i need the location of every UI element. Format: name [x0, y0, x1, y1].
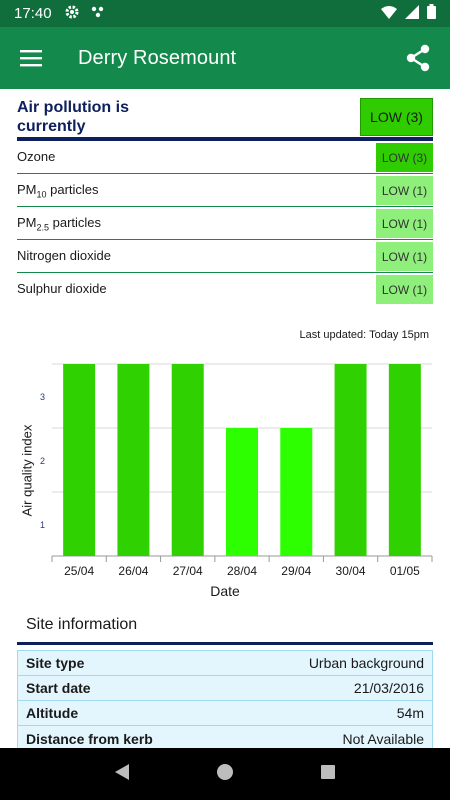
aqi-history-chart: 1 2 3 25/04 26/04 27/04 28/04 29/04 30/04 01/05 A…: [0, 349, 450, 609]
chart-x-tick-label: 29/04: [281, 564, 311, 578]
site-info-key: Start date: [26, 680, 91, 696]
pollutant-row[interactable]: Sulphur dioxide LOW (1): [17, 273, 433, 306]
site-info-value: Not Available: [342, 730, 424, 747]
site-info-key: Altitude: [26, 705, 79, 721]
pollution-headline: Air pollution is currently: [17, 99, 129, 135]
pollutant-row[interactable]: Ozone LOW (3): [17, 141, 433, 174]
hamburger-menu-icon[interactable]: [0, 27, 62, 89]
site-info-row: Altitude 54m: [18, 701, 432, 726]
site-info-value: 54m: [396, 705, 424, 721]
site-info-value: 21/03/2016: [353, 680, 424, 696]
chart-x-tick-label: 28/04: [227, 564, 257, 578]
pollutant-band-badge: LOW (1): [376, 275, 433, 304]
gear-icon: [64, 4, 80, 24]
pollutant-band-badge: LOW (1): [376, 209, 433, 238]
chart-bar: [226, 428, 258, 556]
recents-square-icon[interactable]: [319, 763, 337, 786]
app-bar: Derry Rosemount: [0, 27, 450, 89]
status-bar: 17:40: [0, 0, 450, 27]
status-time: 17:40: [14, 5, 52, 22]
site-info-row: Start date 21/03/2016: [18, 676, 432, 701]
pollutant-list: Ozone LOW (3) PM10 particles LOW (1) PM2.5 p…: [17, 141, 433, 306]
site-information-table: Site type Urban background Start date 21/03…: [17, 650, 433, 748]
pollutant-row[interactable]: PM2.5 particles LOW (1): [17, 207, 433, 240]
chart-bar: [388, 364, 421, 556]
chart-x-tick-label: 27/04: [173, 564, 203, 578]
share-icon[interactable]: [390, 27, 446, 89]
signal-icon: [405, 4, 419, 23]
site-information-divider: [17, 642, 433, 645]
back-triangle-icon[interactable]: [113, 763, 131, 786]
site-info-value: Urban background: [308, 655, 424, 671]
content-scroll[interactable]: Air pollution is currently LOW (3) Ozone…: [0, 89, 450, 748]
battery-icon: [427, 4, 436, 23]
pollutant-band-badge: LOW (3): [376, 143, 433, 172]
last-updated: Last updated: Today 15pm: [299, 329, 429, 341]
chart-bar: [334, 364, 367, 556]
chart-plot: 1 2 3 25/04 26/04 27/04 28/04 29/04 30/04 01/05: [40, 363, 433, 578]
pollution-summary: Air pollution is currently LOW (3): [17, 98, 433, 140]
chart-x-tick-label: 25/04: [64, 564, 94, 578]
chart-bar: [280, 428, 313, 556]
wifi-icon: [381, 5, 397, 23]
site-info-row: Site type Urban background: [18, 651, 432, 676]
summary-divider: [17, 137, 433, 141]
chart-x-tick-label: 30/04: [336, 564, 366, 578]
site-info-row: Distance from kerb Not Available: [18, 726, 432, 748]
pollutant-name: PM10 particles: [17, 182, 99, 200]
chart-x-tick-label: 26/04: [118, 564, 148, 578]
pollutant-row[interactable]: PM10 particles LOW (1): [17, 174, 433, 207]
chart-y-tick-label: 2: [40, 456, 45, 466]
pollutant-band-badge: LOW (1): [376, 176, 433, 205]
chart-x-tick-label: 01/05: [390, 564, 420, 578]
site-info-key: Site type: [26, 655, 85, 671]
site-information-heading: Site information: [26, 616, 138, 633]
overall-band-badge: LOW (3): [360, 98, 433, 136]
pollutant-name: Nitrogen dioxide: [17, 248, 111, 263]
pollutant-name: Sulphur dioxide: [17, 281, 107, 296]
chart-y-tick-label: 1: [40, 520, 45, 530]
system-nav-bar: [0, 748, 450, 800]
pollutant-band-badge: LOW (1): [376, 242, 433, 271]
home-circle-icon[interactable]: [216, 763, 234, 786]
chart-bar: [171, 364, 204, 556]
chart-bar: [63, 364, 96, 556]
chart-bar: [117, 364, 150, 556]
pollutant-name: Ozone: [17, 149, 56, 164]
chart-y-axis-label: Air quality index: [19, 424, 35, 517]
pollutant-name: PM2.5 particles: [17, 215, 102, 233]
site-title: Derry Rosemount: [78, 46, 237, 69]
dots-icon: [90, 4, 106, 24]
chart-y-tick-label: 3: [40, 392, 45, 402]
pollutant-row[interactable]: Nitrogen dioxide LOW (1): [17, 240, 433, 273]
site-info-key: Distance from kerb: [26, 730, 153, 747]
chart-x-axis-label: Date: [210, 583, 240, 599]
